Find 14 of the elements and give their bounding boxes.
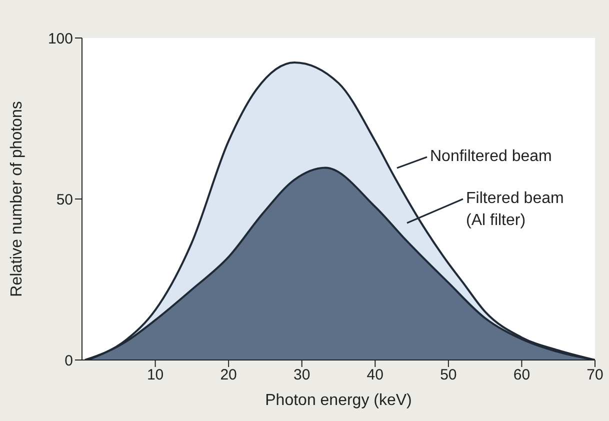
x-tick-label: 70 <box>586 366 604 384</box>
y-tick-label: 50 <box>56 191 73 208</box>
y-tick-label: 100 <box>48 30 73 48</box>
legend-label: Filtered beam (Al filter) <box>466 190 564 229</box>
legend-label: Nonfiltered beam <box>430 148 552 165</box>
x-tick-label: 40 <box>366 366 384 384</box>
x-tick-label: 20 <box>220 366 237 384</box>
y-axis-title: Relative number of photons <box>8 101 26 297</box>
x-axis-title: Photon energy (keV) <box>265 392 412 409</box>
x-tick-label: 10 <box>146 366 164 384</box>
x-tick-label: 50 <box>440 366 457 384</box>
y-tick-label: 0 <box>64 352 73 370</box>
x-tick-label: 30 <box>294 366 310 384</box>
x-tick-label: 60 <box>513 366 530 384</box>
